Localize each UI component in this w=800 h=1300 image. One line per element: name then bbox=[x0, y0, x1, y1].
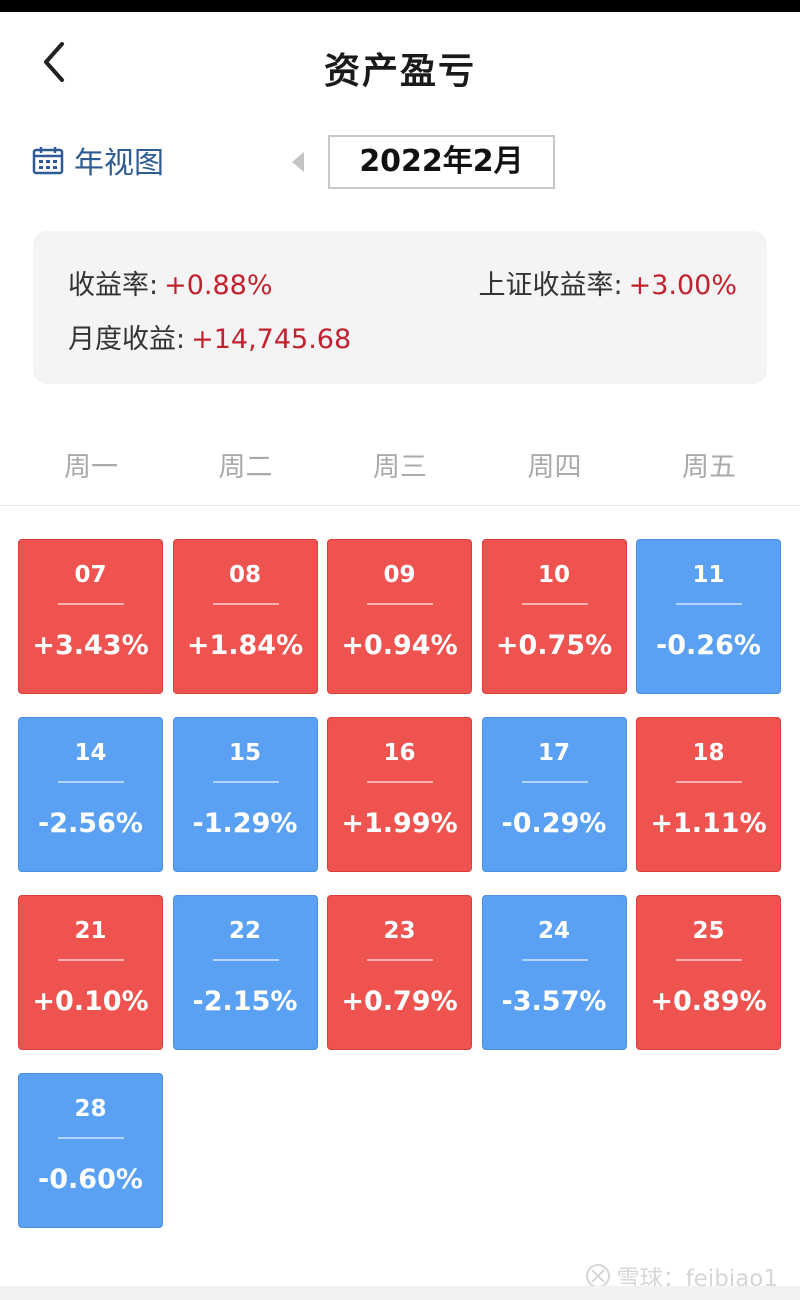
day-number: 22 bbox=[228, 918, 261, 944]
day-divider bbox=[58, 1137, 124, 1139]
day-divider bbox=[367, 781, 433, 783]
day-divider bbox=[367, 959, 433, 961]
day-divider bbox=[676, 781, 742, 783]
sse-return-row: 上证收益率: +3.00% bbox=[478, 263, 737, 302]
day-divider bbox=[367, 603, 433, 605]
day-cell-21[interactable]: 21 +0.10% bbox=[18, 895, 163, 1050]
day-divider bbox=[212, 603, 279, 605]
day-number: 17 bbox=[537, 740, 570, 766]
summary-card: 收益率: +0.88% 上证收益率: +3.00% 月度收益: +14,745.68 bbox=[33, 231, 767, 384]
status-bar bbox=[0, 0, 800, 12]
day-cell-08[interactable]: 08 +1.84% bbox=[172, 539, 318, 694]
day-return: +0.94% bbox=[341, 630, 458, 661]
weekday-header: 周一 周二 周三 周四 周五 bbox=[18, 445, 782, 489]
day-cell-14[interactable]: 14 -2.56% bbox=[18, 717, 163, 872]
day-cell-11[interactable]: 11 -0.26% bbox=[636, 539, 781, 694]
day-return: -3.57% bbox=[501, 986, 607, 1017]
day-divider bbox=[58, 959, 124, 961]
bottom-bar bbox=[0, 1286, 800, 1300]
day-return: +1.99% bbox=[341, 808, 458, 839]
day-return: +0.10% bbox=[32, 986, 149, 1017]
day-divider bbox=[521, 781, 588, 783]
triangle-left-icon bbox=[292, 152, 304, 172]
sse-return-value: +3.00% bbox=[628, 270, 737, 301]
day-cell-10[interactable]: 10 +0.75% bbox=[481, 539, 627, 694]
return-row: 收益率: +0.88% bbox=[68, 263, 273, 302]
monthly-return-row: 月度收益: +14,745.68 bbox=[68, 317, 351, 356]
year-view-button[interactable]: 年视图 bbox=[32, 138, 164, 182]
day-number: 21 bbox=[74, 918, 107, 944]
day-divider bbox=[521, 603, 588, 605]
day-cell-25[interactable]: 25 +0.89% bbox=[636, 895, 781, 1050]
month-selector[interactable]: 2022年2月 bbox=[328, 135, 555, 189]
day-divider bbox=[58, 781, 124, 783]
day-cell-17[interactable]: 17 -0.29% bbox=[481, 717, 627, 872]
chevron-left-icon bbox=[44, 42, 64, 82]
day-number: 28 bbox=[74, 1096, 107, 1122]
day-number: 25 bbox=[692, 918, 725, 944]
day-number: 07 bbox=[74, 562, 107, 588]
day-divider bbox=[212, 781, 279, 783]
day-number: 18 bbox=[692, 740, 725, 766]
day-cell-22[interactable]: 22 -2.15% bbox=[172, 895, 318, 1050]
divider bbox=[0, 505, 800, 506]
day-return: -1.29% bbox=[192, 808, 298, 839]
day-number: 15 bbox=[228, 740, 261, 766]
monthly-return-label: 月度收益: bbox=[68, 324, 186, 355]
day-divider bbox=[58, 603, 124, 605]
day-cell-28[interactable]: 28 -0.60% bbox=[18, 1073, 163, 1228]
day-number: 16 bbox=[383, 740, 416, 766]
weekday-fri: 周五 bbox=[682, 452, 736, 483]
day-return: -0.29% bbox=[501, 808, 607, 839]
day-return: -2.15% bbox=[192, 986, 298, 1017]
day-return: +0.75% bbox=[495, 630, 613, 661]
day-return: +1.84% bbox=[186, 630, 304, 661]
day-cell-15[interactable]: 15 -1.29% bbox=[172, 717, 318, 872]
calendar-icon bbox=[32, 147, 64, 175]
sse-return-label: 上证收益率: bbox=[478, 270, 623, 301]
day-cell-24[interactable]: 24 -3.57% bbox=[481, 895, 627, 1050]
day-divider bbox=[676, 603, 742, 605]
header: 资产盈亏 bbox=[0, 12, 800, 112]
day-return: +1.11% bbox=[650, 808, 767, 839]
weekday-mon: 周一 bbox=[64, 452, 118, 483]
back-button[interactable] bbox=[34, 38, 78, 86]
day-return: +0.79% bbox=[341, 986, 458, 1017]
day-return: +0.89% bbox=[650, 986, 767, 1017]
day-return: -2.56% bbox=[38, 808, 143, 839]
day-number: 09 bbox=[383, 562, 416, 588]
day-divider bbox=[212, 959, 279, 961]
day-cell-07[interactable]: 07 +3.43% bbox=[18, 539, 163, 694]
year-view-label: 年视图 bbox=[74, 146, 164, 181]
day-number: 11 bbox=[692, 562, 725, 588]
day-return: -0.60% bbox=[38, 1164, 143, 1195]
day-number: 10 bbox=[537, 562, 570, 588]
day-number: 14 bbox=[74, 740, 107, 766]
day-divider bbox=[521, 959, 588, 961]
monthly-return-value: +14,745.68 bbox=[191, 324, 352, 355]
prev-month-button[interactable] bbox=[290, 150, 306, 174]
day-number: 23 bbox=[383, 918, 416, 944]
weekday-thu: 周四 bbox=[527, 452, 582, 483]
day-number: 08 bbox=[228, 562, 261, 588]
day-cell-09[interactable]: 09 +0.94% bbox=[327, 539, 472, 694]
weekday-wed: 周三 bbox=[373, 452, 427, 483]
page-title: 资产盈亏 bbox=[323, 51, 476, 92]
day-cell-23[interactable]: 23 +0.79% bbox=[327, 895, 472, 1050]
day-cell-16[interactable]: 16 +1.99% bbox=[327, 717, 472, 872]
return-value: +0.88% bbox=[164, 270, 273, 301]
day-divider bbox=[676, 959, 742, 961]
weekday-tue: 周二 bbox=[218, 452, 273, 483]
return-label: 收益率: bbox=[68, 270, 159, 301]
day-cell-18[interactable]: 18 +1.11% bbox=[636, 717, 781, 872]
day-return: -0.26% bbox=[656, 630, 761, 661]
day-return: +3.43% bbox=[32, 630, 149, 661]
day-number: 24 bbox=[537, 918, 570, 944]
